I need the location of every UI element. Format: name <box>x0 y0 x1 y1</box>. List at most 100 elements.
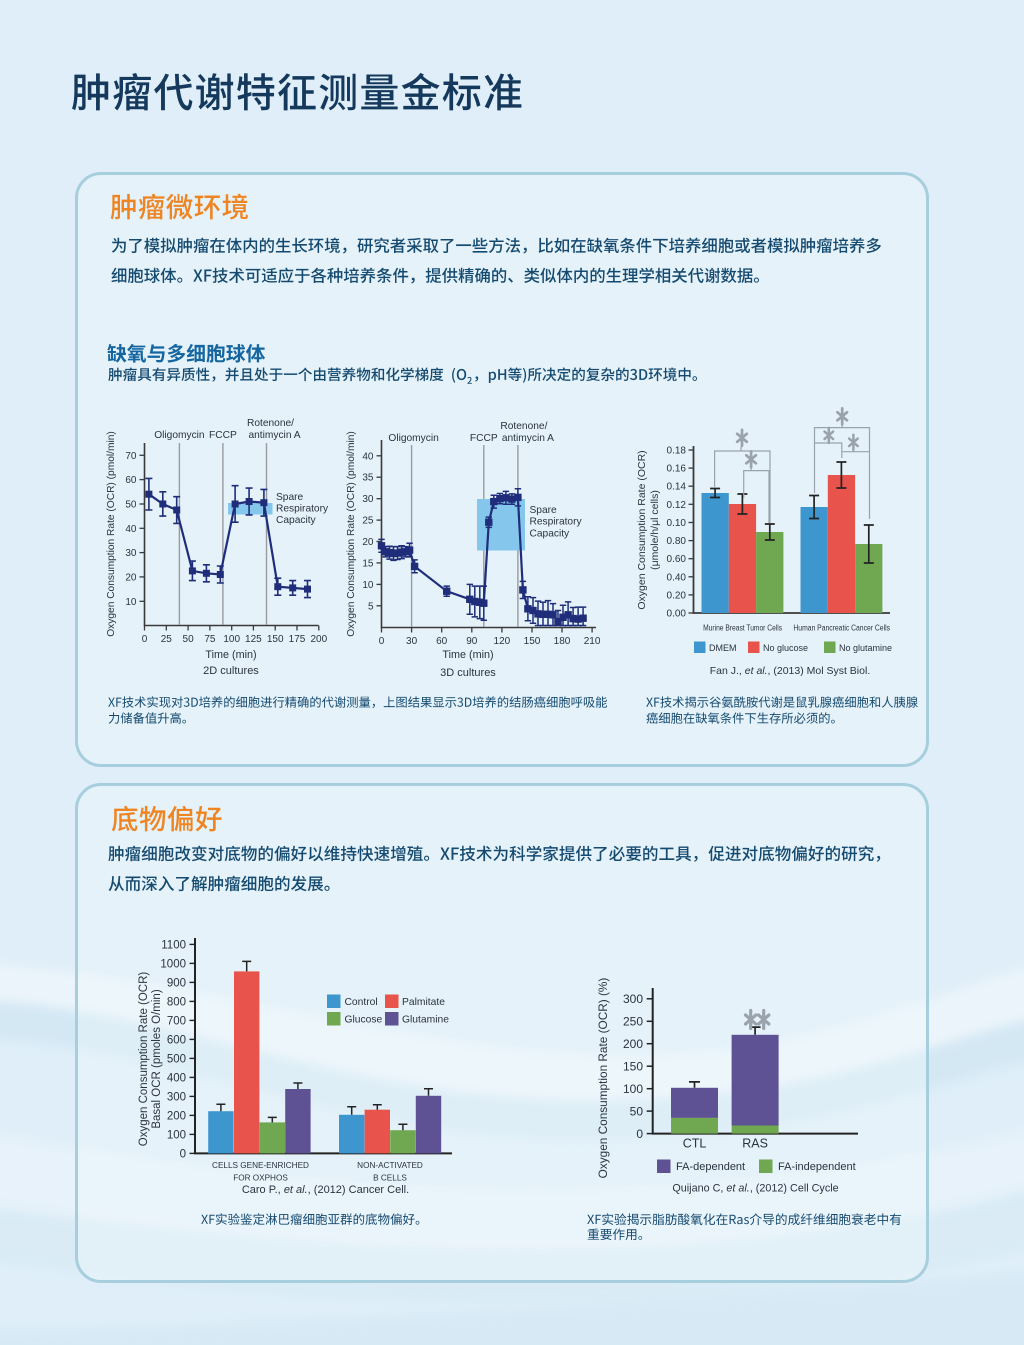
svg-text:210: 210 <box>584 636 601 647</box>
svg-text:175: 175 <box>289 634 306 645</box>
svg-text:0: 0 <box>379 636 385 647</box>
svg-text:Respiratory: Respiratory <box>530 517 583 528</box>
svg-text:60: 60 <box>125 475 137 486</box>
svg-text:0.20: 0.20 <box>667 590 687 601</box>
svg-text:Murine Breast Tumor Cells: Murine Breast Tumor Cells <box>703 624 782 633</box>
svg-text:Oxygen Consumption Rate (OCR): Oxygen Consumption Rate (OCR) <box>636 450 648 609</box>
svg-text:250: 250 <box>623 1015 643 1029</box>
svg-text:100: 100 <box>167 1129 186 1141</box>
svg-text:Basal OCR (pmoles O/min): Basal OCR (pmoles O/min) <box>151 989 163 1128</box>
svg-text:40: 40 <box>125 524 137 535</box>
svg-text:CELLS GENE-ENRICHED: CELLS GENE-ENRICHED <box>212 1161 309 1170</box>
svg-text:(μmole/h/μl cells): (μmole/h/μl cells) <box>649 490 661 570</box>
svg-text:B CELLS: B CELLS <box>373 1174 407 1183</box>
svg-text:600: 600 <box>167 1034 186 1046</box>
svg-text:50: 50 <box>183 634 195 645</box>
svg-text:Spare: Spare <box>530 505 558 516</box>
svg-text:200: 200 <box>167 1110 186 1122</box>
svg-text:20: 20 <box>362 537 374 548</box>
svg-text:150: 150 <box>267 634 284 645</box>
svg-text:25: 25 <box>362 516 374 527</box>
svg-text:0.80: 0.80 <box>667 536 687 547</box>
svg-text:FCCP: FCCP <box>209 430 237 441</box>
svg-text:Palmitate: Palmitate <box>402 997 445 1008</box>
svg-text:5: 5 <box>368 601 374 612</box>
svg-text:0.40: 0.40 <box>667 572 687 583</box>
svg-text:500: 500 <box>167 1053 186 1065</box>
svg-text:Oxygen Consumption Rate (OCR): Oxygen Consumption Rate (OCR) (pmol/min) <box>346 431 357 637</box>
svg-text:20: 20 <box>125 572 137 583</box>
svg-text:0.12: 0.12 <box>667 500 687 511</box>
svg-text:1000: 1000 <box>160 958 186 970</box>
svg-text:200: 200 <box>310 634 327 645</box>
svg-text:antimycin A: antimycin A <box>248 430 300 441</box>
svg-text:0.00: 0.00 <box>667 609 687 620</box>
svg-text:900: 900 <box>167 977 186 989</box>
svg-text:0.16: 0.16 <box>667 464 687 475</box>
svg-text:50: 50 <box>630 1104 644 1118</box>
svg-text:Quijano C, et al., (2012) Cell: Quijano C, et al., (2012) Cell Cycle <box>672 1183 838 1195</box>
svg-text:Oligomycin: Oligomycin <box>154 430 204 441</box>
svg-text:25: 25 <box>161 634 173 645</box>
svg-text:Time (min): Time (min) <box>442 649 493 661</box>
svg-text:Glucose: Glucose <box>345 1015 383 1026</box>
svg-text:Rotenone/: Rotenone/ <box>500 421 547 432</box>
svg-text:RAS: RAS <box>742 1137 768 1151</box>
svg-text:Capacity: Capacity <box>530 528 571 539</box>
svg-text:50: 50 <box>125 500 137 511</box>
svg-text:Glutamine: Glutamine <box>402 1015 449 1026</box>
svg-text:No glucose: No glucose <box>763 643 808 653</box>
svg-text:125: 125 <box>245 634 262 645</box>
svg-text:0.60: 0.60 <box>667 554 687 565</box>
svg-text:Capacity: Capacity <box>276 515 317 526</box>
svg-text:Fan J., et al., (2013) Mol Sys: Fan J., et al., (2013) Mol Syst Biol. <box>710 665 870 677</box>
svg-text:FCCP: FCCP <box>470 433 498 444</box>
svg-text:3D cultures: 3D cultures <box>440 667 496 679</box>
svg-text:40: 40 <box>362 451 374 462</box>
svg-text:antimycin A: antimycin A <box>502 433 554 444</box>
svg-text:100: 100 <box>223 634 240 645</box>
svg-text:400: 400 <box>167 1072 186 1084</box>
svg-text:NON-ACTIVATED: NON-ACTIVATED <box>357 1161 423 1170</box>
svg-text:0.18: 0.18 <box>667 446 687 457</box>
svg-text:0: 0 <box>636 1127 643 1141</box>
svg-text:0.10: 0.10 <box>667 518 687 529</box>
svg-text:2D cultures: 2D cultures <box>203 665 259 677</box>
svg-text:150: 150 <box>623 1059 643 1073</box>
svg-text:60: 60 <box>436 636 448 647</box>
svg-text:Oligomycin: Oligomycin <box>388 433 438 444</box>
svg-text:75: 75 <box>204 634 216 645</box>
svg-text:DMEM: DMEM <box>709 643 737 653</box>
svg-text:700: 700 <box>167 1015 186 1027</box>
svg-text:35: 35 <box>362 473 374 484</box>
svg-text:0: 0 <box>180 1148 186 1160</box>
svg-text:300: 300 <box>623 992 643 1006</box>
svg-text:Respiratory: Respiratory <box>276 504 329 515</box>
svg-text:Rotenone/: Rotenone/ <box>247 418 294 429</box>
svg-text:0.14: 0.14 <box>667 482 687 493</box>
svg-text:150: 150 <box>524 636 541 647</box>
svg-text:10: 10 <box>362 580 374 591</box>
svg-text:FA-independent: FA-independent <box>778 1161 856 1173</box>
svg-text:Oxygen Consumption Rate (OCR): Oxygen Consumption Rate (OCR) (pmol/min) <box>106 431 117 637</box>
svg-text:No glutamine: No glutamine <box>839 643 892 653</box>
svg-text:70: 70 <box>125 451 137 462</box>
svg-text:0: 0 <box>142 634 148 645</box>
svg-text:30: 30 <box>362 494 374 505</box>
svg-text:1100: 1100 <box>161 939 186 951</box>
svg-text:CTL: CTL <box>683 1137 707 1151</box>
svg-text:Oxygen Consumption Rate (OCR): Oxygen Consumption Rate (OCR) (%) <box>596 978 610 1179</box>
svg-text:200: 200 <box>623 1037 643 1051</box>
svg-text:Oxygen Consumption Rate (OCR): Oxygen Consumption Rate (OCR) <box>138 972 150 1147</box>
svg-text:800: 800 <box>167 996 186 1008</box>
svg-text:Caro P., et al., (2012) Cancer: Caro P., et al., (2012) Cancer Cell. <box>242 1184 409 1196</box>
svg-text:300: 300 <box>167 1091 186 1103</box>
svg-text:100: 100 <box>623 1082 643 1096</box>
svg-text:15: 15 <box>362 558 374 569</box>
svg-text:30: 30 <box>125 548 137 559</box>
svg-text:90: 90 <box>466 636 478 647</box>
svg-text:180: 180 <box>554 636 571 647</box>
svg-text:FOR OXPHOS: FOR OXPHOS <box>233 1174 288 1183</box>
svg-text:Time (min): Time (min) <box>205 649 256 661</box>
svg-text:120: 120 <box>494 636 511 647</box>
